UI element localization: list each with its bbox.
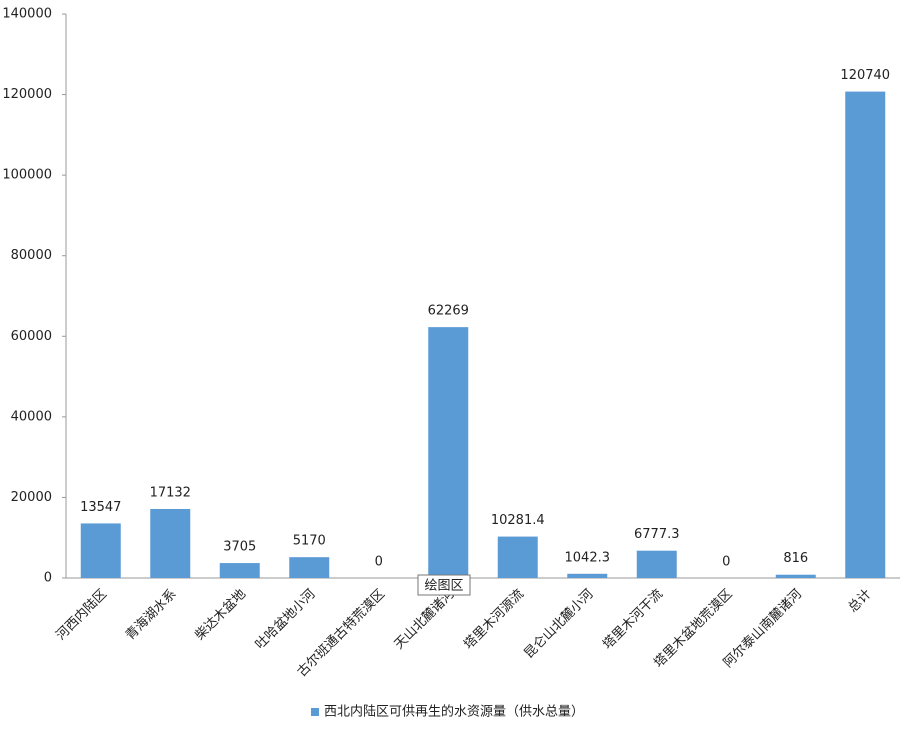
bar	[567, 573, 608, 578]
y-tick-label: 100000	[2, 168, 52, 183]
y-tick-label: 120000	[2, 87, 52, 102]
tooltip-box	[417, 574, 471, 596]
x-tick-label: 吐哈盆地小河	[253, 587, 319, 653]
tooltip-text: 绘图区	[424, 579, 463, 594]
x-tick-label: 青海湖水系	[123, 587, 180, 644]
bar	[497, 536, 538, 578]
y-tick-label: 140000	[2, 7, 52, 22]
data-label: 62269	[428, 304, 469, 319]
bar	[845, 91, 886, 579]
y-tick-label: 60000	[11, 329, 52, 344]
legend-label: 西北内陆区可供再生的水资源量（供水总量）	[324, 704, 584, 720]
data-label: 10281.4	[491, 513, 545, 528]
data-label: 13547	[80, 500, 121, 515]
data-label: 1042.3	[565, 550, 611, 565]
x-tick-label: 天山北麓诸河	[392, 587, 458, 653]
y-tick-label: 0	[44, 571, 52, 586]
legend-swatch	[311, 708, 319, 716]
x-tick-label: 柴达木盆地	[192, 587, 249, 644]
bar	[80, 523, 121, 578]
data-label: 17132	[150, 485, 191, 500]
bar	[775, 574, 816, 578]
x-tick-label: 昆仑山北麓小河	[522, 587, 597, 662]
x-tick-label: 塔里木河干流	[600, 587, 666, 653]
bar	[150, 508, 191, 578]
y-tick-label: 40000	[11, 409, 52, 424]
bar	[289, 557, 330, 578]
data-label: 5170	[293, 534, 326, 549]
data-label: 120740	[840, 68, 890, 83]
data-label: 6777.3	[634, 527, 680, 542]
data-label: 0	[722, 555, 730, 570]
data-label: 0	[375, 555, 383, 570]
bar	[428, 327, 469, 578]
data-label: 816	[783, 551, 808, 566]
bar	[636, 550, 677, 578]
y-tick-label: 20000	[11, 490, 52, 505]
x-tick-label: 塔里木河源流	[461, 587, 527, 653]
y-tick-label: 80000	[11, 248, 52, 263]
x-tick-label: 河西内陆区	[53, 586, 110, 643]
bar	[219, 563, 260, 578]
data-label: 3705	[223, 540, 256, 555]
tooltip: 绘图区	[417, 574, 471, 596]
x-tick-label: 总计	[846, 587, 875, 616]
